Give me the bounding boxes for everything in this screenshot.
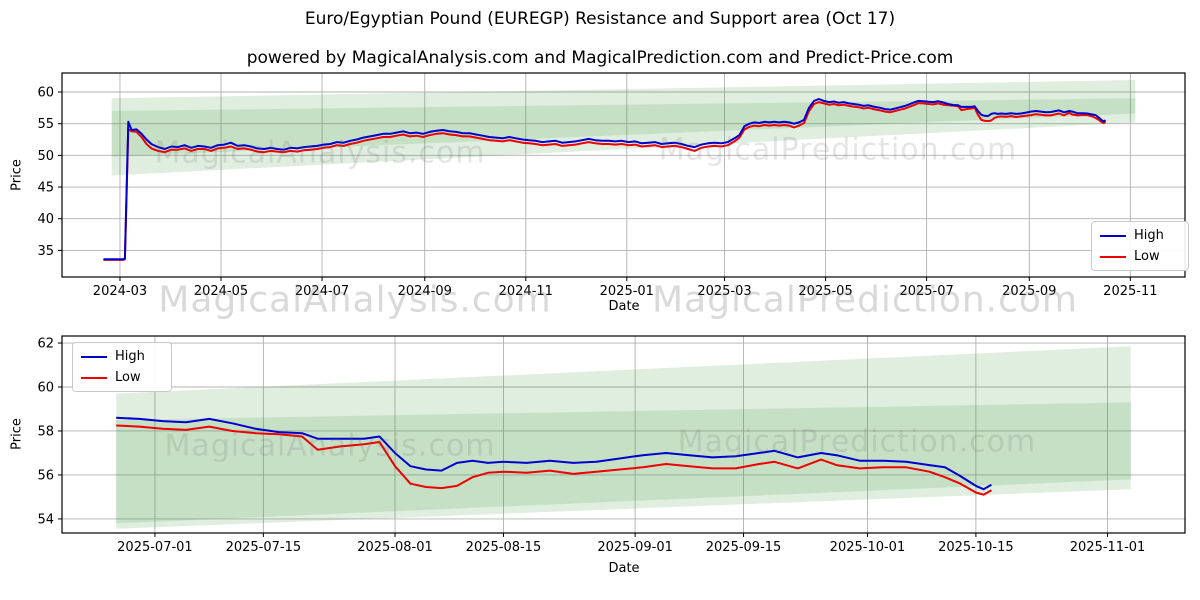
page-subtitle: powered by MagicalAnalysis.com and Magic… <box>246 48 954 68</box>
x-tick-label: 2025-09 <box>1002 284 1056 299</box>
low-line <box>116 424 992 496</box>
legend-bottom-chart: High Low <box>72 342 172 392</box>
y-tick-label: 50 <box>37 149 54 164</box>
y-tick-label: 45 <box>37 181 54 196</box>
legend-item-low: Low <box>1100 249 1178 264</box>
y-tick-label: 60 <box>37 86 54 101</box>
x-tick-label: 2025-11-01 <box>1070 540 1146 555</box>
y-tick-label: 35 <box>37 244 54 259</box>
legend-label-high: High <box>1134 228 1164 243</box>
legend-label-low: Low <box>1134 249 1160 264</box>
axes-frame <box>61 72 1186 278</box>
x-tick-label: 2024-03 <box>93 284 147 299</box>
x-tick-label: 2024-07 <box>295 284 349 299</box>
x-tick-label: 2025-07-01 <box>117 540 193 555</box>
x-tick-label: 2025-05 <box>798 284 852 299</box>
bottom-xlabel: Date <box>608 561 640 576</box>
x-tick-label: 2025-03 <box>697 284 751 299</box>
x-tick-label: 2025-10-01 <box>830 540 906 555</box>
y-tick-label: 62 <box>37 337 54 352</box>
top-ylabel: Price <box>9 159 25 191</box>
x-tick-label: 2025-11 <box>1103 284 1157 299</box>
x-tick-label: 2025-08-15 <box>466 540 542 555</box>
bottom-ylabel: Price <box>9 418 25 450</box>
high-line <box>103 98 1107 261</box>
legend-label-high: High <box>115 349 145 364</box>
legend-top-chart: High Low <box>1091 221 1189 271</box>
y-tick-label: 40 <box>37 212 54 227</box>
legend-item-high: High <box>1100 228 1178 243</box>
legend-label-low: Low <box>115 370 141 385</box>
x-tick-label: 2025-01 <box>600 284 654 299</box>
y-tick-label: 54 <box>37 512 54 527</box>
support-area-band <box>116 402 1131 529</box>
legend-item-low: Low <box>81 370 161 385</box>
y-tick-label: 60 <box>37 381 54 396</box>
resistance-area-band <box>116 346 1131 524</box>
x-tick-label: 2025-07-15 <box>226 540 302 555</box>
legend-item-high: High <box>81 349 161 364</box>
x-tick-label: 2025-09-15 <box>706 540 782 555</box>
axes-frame <box>61 335 1186 534</box>
x-tick-label: 2025-10-15 <box>938 540 1014 555</box>
y-tick-label: 58 <box>37 424 54 439</box>
low-line-swatch <box>81 376 107 379</box>
top-xlabel: Date <box>608 299 640 314</box>
x-tick-label: 2025-09-01 <box>597 540 673 555</box>
low-line <box>103 101 1107 261</box>
y-tick-label: 55 <box>37 117 54 132</box>
x-tick-label: 2024-05 <box>194 284 248 299</box>
high-line-swatch <box>1100 234 1126 237</box>
x-tick-label: 2025-07 <box>899 284 953 299</box>
high-line-swatch <box>81 355 107 358</box>
x-tick-label: 2024-11 <box>499 284 553 299</box>
x-tick-label: 2025-08-01 <box>357 540 433 555</box>
support-area-band <box>111 98 1136 176</box>
x-tick-label: 2024-09 <box>398 284 452 299</box>
page-title: Euro/Egyptian Pound (EUREGP) Resistance … <box>304 9 896 29</box>
y-tick-label: 56 <box>37 468 54 483</box>
high-line <box>116 416 992 491</box>
low-line-swatch <box>1100 255 1126 258</box>
